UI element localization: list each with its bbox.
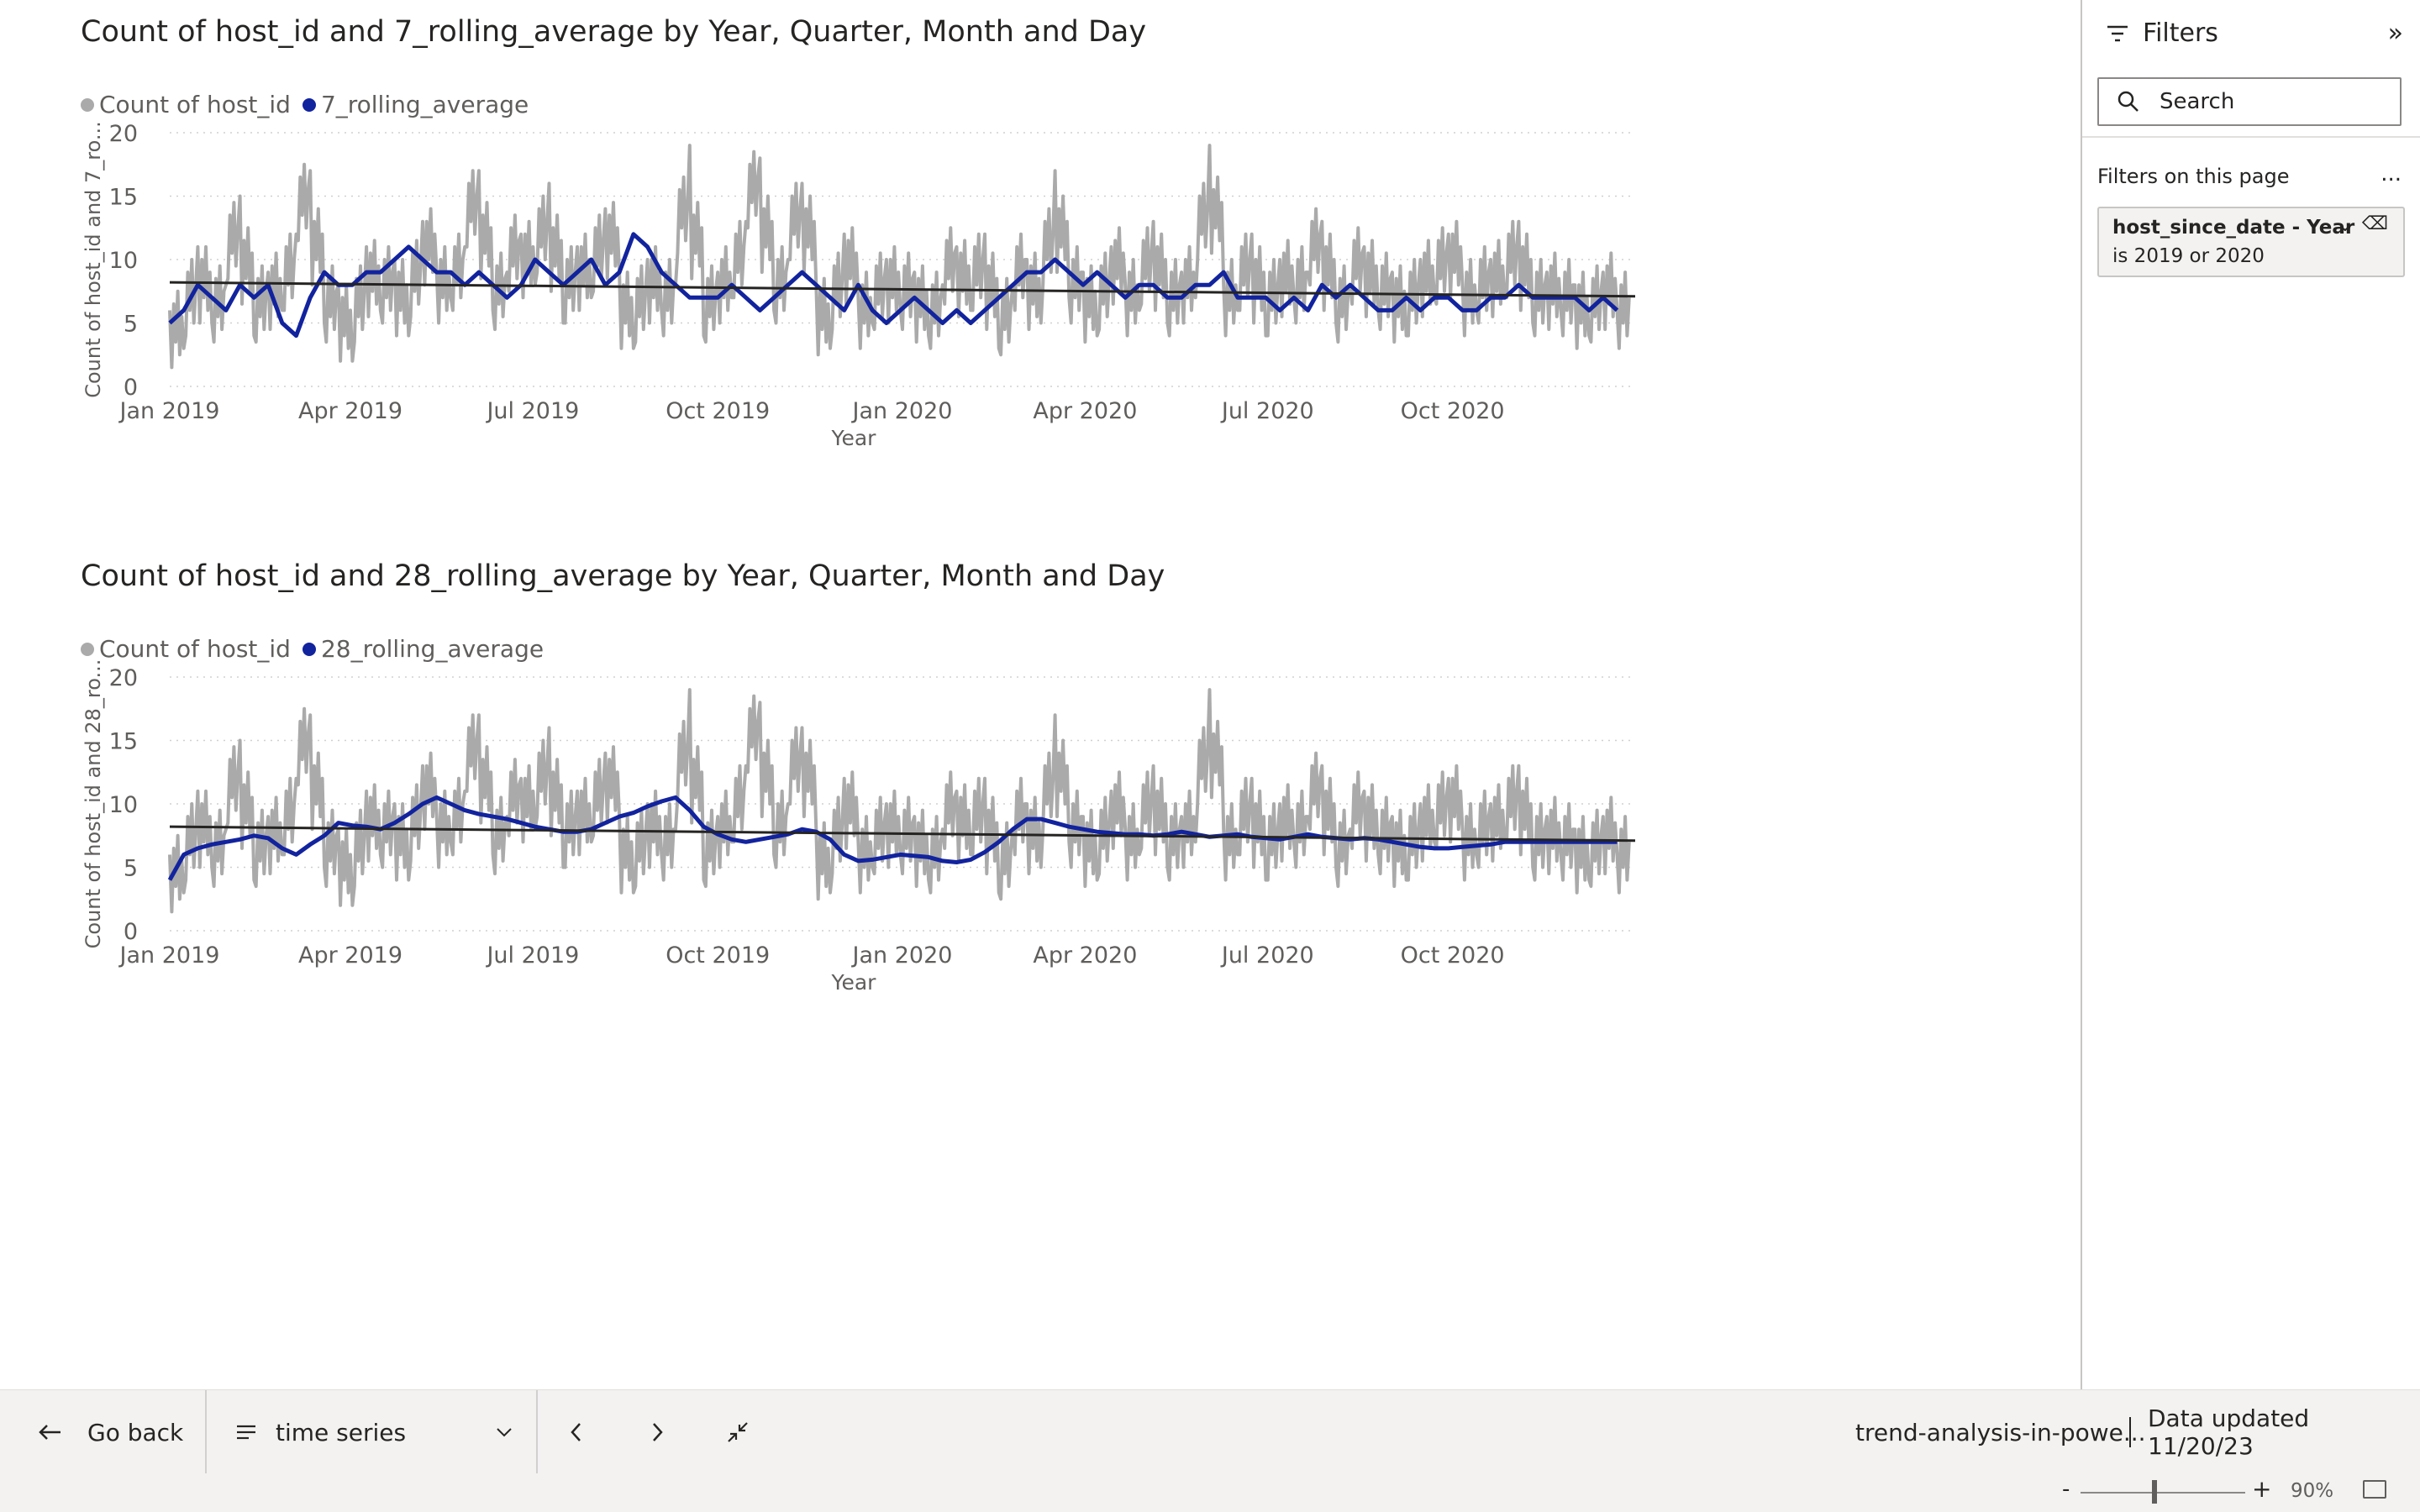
line-chart-7-rolling[interactable]: Count of host_id and 7_rolling_average b… xyxy=(81,15,1660,469)
report-name: trend-analysis-in-powe... xyxy=(1855,1418,2146,1446)
filter-card-host-since-year[interactable]: host_since_date - Year ⌄ ⌫ is 2019 or 20… xyxy=(2097,207,2405,277)
legend-label-rolling: 28_rolling_average xyxy=(320,635,544,663)
search-icon xyxy=(2118,91,2139,112)
series-line-rolling-average[interactable] xyxy=(168,232,1619,339)
legend-item-rolling[interactable]: 28_rolling_average xyxy=(302,635,544,663)
y-tick-label: 10 xyxy=(109,248,138,274)
legend-dot-count xyxy=(81,97,94,112)
series-line-count[interactable] xyxy=(168,688,1631,914)
x-tick-label: Apr 2020 xyxy=(1033,942,1137,969)
x-tick-label: Jan 2019 xyxy=(118,942,220,969)
y-tick-label: 5 xyxy=(124,856,138,882)
chart-plot-area[interactable]: 0 5 10 15 20 Jan 2019 Apr 2019 Jul 2019 Oct 2019… xyxy=(81,559,1660,1013)
y-tick-label: 15 xyxy=(109,729,138,755)
previous-page-button[interactable] xyxy=(568,1390,585,1474)
filter-card-condition: is 2019 or 2020 xyxy=(2112,245,2265,267)
legend-label-rolling: 7_rolling_average xyxy=(320,91,529,118)
filter-search-box[interactable] xyxy=(2097,77,2402,126)
chevron-right-icon xyxy=(653,1423,663,1441)
y-tick-label: 20 xyxy=(109,121,138,147)
chevron-left-icon xyxy=(571,1423,581,1441)
y-tick-label: 5 xyxy=(124,312,138,338)
trend-line[interactable] xyxy=(169,825,1636,843)
x-tick-label: Jul 2019 xyxy=(485,942,579,969)
next-page-button[interactable] xyxy=(649,1390,666,1474)
x-tick-label: Apr 2019 xyxy=(298,942,402,969)
legend-item-count[interactable]: Count of host_id xyxy=(81,91,291,118)
x-tick-label: Jul 2019 xyxy=(485,398,579,424)
filters-header: Filters xyxy=(2106,18,2218,48)
zoom-in-button[interactable]: + xyxy=(2252,1475,2272,1503)
y-axis-label: Count of host_id and 7_ro... xyxy=(82,121,105,398)
line-chart-28-rolling[interactable]: Count of host_id and 28_rolling_average … xyxy=(81,559,1660,1013)
x-tick-label: Jul 2020 xyxy=(1220,398,1314,424)
legend-label-count: Count of host_id xyxy=(99,635,291,663)
status-separator xyxy=(2129,1417,2131,1447)
data-updated-text: Data updated 11/20/23 xyxy=(2148,1404,2310,1460)
nav-separator xyxy=(205,1390,207,1474)
x-tick-label: Oct 2019 xyxy=(666,398,770,424)
more-options-icon[interactable]: ... xyxy=(2381,161,2402,186)
filters-pane: Filters » Filters on this page ... host_… xyxy=(2081,0,2420,1389)
bottom-navigation-bar: Go back time series trend-analysis-in-po… xyxy=(0,1389,2420,1474)
go-back-button[interactable]: Go back xyxy=(37,1390,183,1474)
legend-dot-count xyxy=(81,642,94,656)
legend-label-count: Count of host_id xyxy=(99,91,291,118)
legend-dot-rolling xyxy=(302,642,316,656)
chart-legend: Count of host_id 7_rolling_average xyxy=(81,91,540,118)
x-tick-label: Apr 2019 xyxy=(298,398,402,424)
legend-item-rolling[interactable]: 7_rolling_average xyxy=(302,91,529,118)
legend-item-count[interactable]: Count of host_id xyxy=(81,635,291,663)
filter-search-input[interactable] xyxy=(2158,88,2396,115)
x-axis-label: Year xyxy=(831,970,877,995)
x-tick-label: Apr 2020 xyxy=(1033,398,1137,424)
collapse-arrows-icon xyxy=(728,1422,748,1442)
y-tick-label: 0 xyxy=(124,375,138,401)
x-tick-label: Oct 2020 xyxy=(1401,398,1505,424)
chart-legend: Count of host_id 28_rolling_average xyxy=(81,635,555,663)
chart-title: Count of host_id and 7_rolling_average b… xyxy=(81,15,1147,49)
filter-icon xyxy=(2107,25,2128,41)
exit-fullscreen-button[interactable] xyxy=(726,1390,750,1474)
go-back-label: Go back xyxy=(87,1418,184,1446)
fit-to-page-icon[interactable] xyxy=(2363,1480,2386,1499)
x-tick-label: Jan 2019 xyxy=(118,398,220,424)
x-tick-label: Jan 2020 xyxy=(851,398,953,424)
x-tick-label: Oct 2020 xyxy=(1401,942,1505,969)
y-axis-label: Count of host_id and 28_ro... xyxy=(82,659,105,949)
list-icon xyxy=(237,1425,255,1440)
zoom-percentage: 90% xyxy=(2291,1480,2334,1502)
filter-card-name: host_since_date - Year xyxy=(2112,217,2355,239)
eraser-icon[interactable]: ⌫ xyxy=(2361,213,2388,234)
status-bar: - + 90% xyxy=(0,1473,2420,1512)
chevron-down-icon xyxy=(497,1428,512,1437)
chevron-down-icon[interactable]: ⌄ xyxy=(2337,215,2353,236)
y-tick-label: 0 xyxy=(124,919,138,945)
x-tick-label: Oct 2019 xyxy=(666,942,770,969)
y-tick-label: 20 xyxy=(109,665,138,691)
zoom-out-button[interactable]: - xyxy=(2062,1477,2070,1502)
legend-dot-rolling xyxy=(302,97,316,112)
filters-title: Filters xyxy=(2143,18,2218,48)
zoom-slider[interactable] xyxy=(2081,1492,2245,1494)
report-canvas: Count of host_id and 7_rolling_average b… xyxy=(81,15,1660,1013)
filters-divider xyxy=(2082,136,2420,138)
back-arrow-icon xyxy=(39,1425,60,1440)
page-selector-dropdown[interactable]: time series xyxy=(235,1390,513,1474)
x-tick-label: Jan 2020 xyxy=(851,942,953,969)
x-tick-label: Jul 2020 xyxy=(1220,942,1314,969)
y-tick-label: 15 xyxy=(109,185,138,211)
filters-section-label: Filters on this page xyxy=(2097,165,2290,188)
trend-line[interactable] xyxy=(169,281,1636,298)
chart-plot-area[interactable]: 0 5 10 15 20 Jan 2019 Apr 2019 Jul 2019 Oct 2019… xyxy=(81,15,1660,469)
series-line-count[interactable] xyxy=(168,144,1631,370)
x-axis-label: Year xyxy=(831,426,877,450)
collapse-pane-icon[interactable]: » xyxy=(2387,18,2403,48)
chart-title: Count of host_id and 28_rolling_average … xyxy=(81,559,1165,593)
zoom-slider-thumb[interactable] xyxy=(2152,1480,2158,1504)
page-selector-label: time series xyxy=(276,1418,407,1446)
y-tick-label: 10 xyxy=(109,792,138,818)
nav-separator xyxy=(536,1390,538,1474)
